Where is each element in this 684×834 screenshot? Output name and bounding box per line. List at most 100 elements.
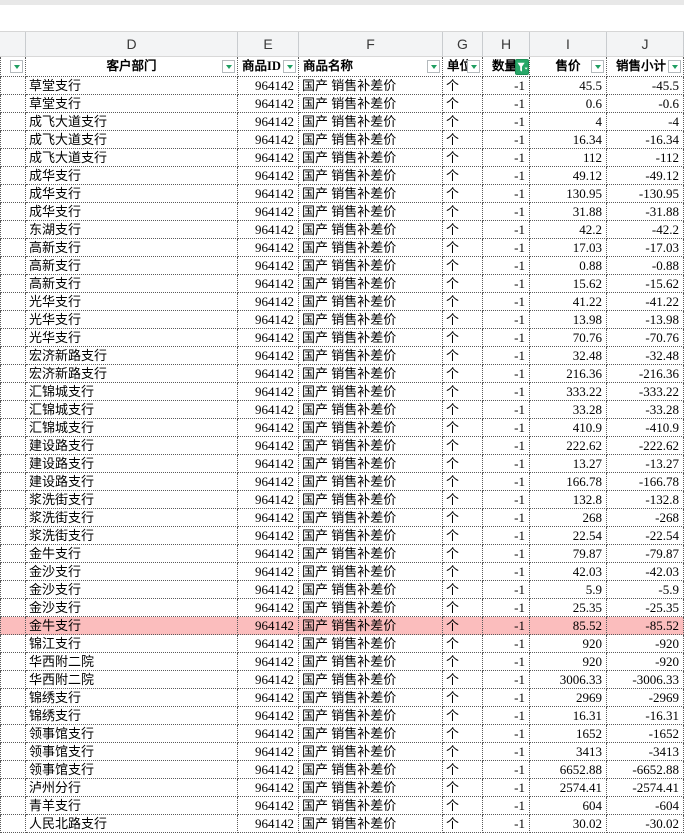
cell-prev[interactable]: [0, 167, 26, 185]
cell-dept[interactable]: 汇锦城支行: [26, 401, 238, 419]
cell-prev[interactable]: [0, 527, 26, 545]
header-cell-unit[interactable]: 单位: [443, 57, 483, 77]
cell-quantity[interactable]: -1: [483, 311, 530, 329]
cell-price[interactable]: 13.27: [530, 455, 607, 473]
cell-product_name[interactable]: 国产 销售补差价: [299, 203, 443, 221]
cell-subtotal[interactable]: -132.8: [607, 491, 684, 509]
cell-product_id[interactable]: 964142: [238, 419, 299, 437]
cell-quantity[interactable]: -1: [483, 77, 530, 95]
cell-dept[interactable]: 成飞大道支行: [26, 113, 238, 131]
cell-dept[interactable]: 建设路支行: [26, 473, 238, 491]
cell-product_id[interactable]: 964142: [238, 203, 299, 221]
cell-subtotal[interactable]: -166.78: [607, 473, 684, 491]
cell-dept[interactable]: 锦绣支行: [26, 689, 238, 707]
cell-subtotal[interactable]: -16.31: [607, 707, 684, 725]
cell-subtotal[interactable]: -333.22: [607, 383, 684, 401]
cell-quantity[interactable]: -1: [483, 617, 530, 635]
cell-dept[interactable]: 华西附二院: [26, 653, 238, 671]
cell-product_id[interactable]: 964142: [238, 761, 299, 779]
cell-product_id[interactable]: 964142: [238, 797, 299, 815]
cell-prev[interactable]: [0, 311, 26, 329]
cell-price[interactable]: 0.6: [530, 95, 607, 113]
cell-subtotal[interactable]: -33.28: [607, 401, 684, 419]
cell-subtotal[interactable]: -410.9: [607, 419, 684, 437]
cell-product_name[interactable]: 国产 销售补差价: [299, 95, 443, 113]
cell-product_id[interactable]: 964142: [238, 635, 299, 653]
cell-quantity[interactable]: -1: [483, 347, 530, 365]
cell-product_id[interactable]: 964142: [238, 149, 299, 167]
cell-unit[interactable]: 个: [443, 527, 483, 545]
cell-product_id[interactable]: 964142: [238, 113, 299, 131]
cell-price[interactable]: 30.02: [530, 815, 607, 833]
cell-dept[interactable]: 高新支行: [26, 275, 238, 293]
cell-quantity[interactable]: -1: [483, 203, 530, 221]
cell-product_name[interactable]: 国产 销售补差价: [299, 761, 443, 779]
cell-product_id[interactable]: 964142: [238, 401, 299, 419]
cell-product_name[interactable]: 国产 销售补差价: [299, 257, 443, 275]
cell-unit[interactable]: 个: [443, 671, 483, 689]
cell-subtotal[interactable]: -41.22: [607, 293, 684, 311]
cell-product_name[interactable]: 国产 销售补差价: [299, 581, 443, 599]
cell-product_id[interactable]: 964142: [238, 509, 299, 527]
cell-unit[interactable]: 个: [443, 617, 483, 635]
cell-dept[interactable]: 青羊支行: [26, 797, 238, 815]
cell-price[interactable]: 41.22: [530, 293, 607, 311]
cell-product_name[interactable]: 国产 销售补差价: [299, 383, 443, 401]
cell-unit[interactable]: 个: [443, 437, 483, 455]
cell-quantity[interactable]: -1: [483, 437, 530, 455]
cell-quantity[interactable]: -1: [483, 743, 530, 761]
cell-product_name[interactable]: 国产 销售补差价: [299, 617, 443, 635]
cell-prev[interactable]: [0, 365, 26, 383]
cell-dept[interactable]: 宏济新路支行: [26, 347, 238, 365]
cell-prev[interactable]: [0, 203, 26, 221]
cell-product_id[interactable]: 964142: [238, 581, 299, 599]
cell-price[interactable]: 268: [530, 509, 607, 527]
cell-price[interactable]: 42.03: [530, 563, 607, 581]
cell-price[interactable]: 2574.41: [530, 779, 607, 797]
cell-dept[interactable]: 成华支行: [26, 167, 238, 185]
cell-price[interactable]: 31.88: [530, 203, 607, 221]
cell-prev[interactable]: [0, 257, 26, 275]
header-cell-product_id[interactable]: 商品ID: [238, 57, 299, 77]
cell-price[interactable]: 1652: [530, 725, 607, 743]
column-letter-E[interactable]: E: [238, 32, 299, 56]
cell-subtotal[interactable]: -920: [607, 635, 684, 653]
cell-unit[interactable]: 个: [443, 455, 483, 473]
cell-product_id[interactable]: 964142: [238, 275, 299, 293]
cell-price[interactable]: 49.12: [530, 167, 607, 185]
cell-prev[interactable]: [0, 455, 26, 473]
cell-prev[interactable]: [0, 95, 26, 113]
cell-dept[interactable]: 宏济新路支行: [26, 365, 238, 383]
cell-dept[interactable]: 领事馆支行: [26, 743, 238, 761]
cell-dept[interactable]: 高新支行: [26, 239, 238, 257]
cell-quantity[interactable]: -1: [483, 779, 530, 797]
cell-quantity[interactable]: -1: [483, 257, 530, 275]
cell-dept[interactable]: 光华支行: [26, 293, 238, 311]
cell-product_name[interactable]: 国产 销售补差价: [299, 689, 443, 707]
cell-quantity[interactable]: -1: [483, 95, 530, 113]
cell-prev[interactable]: [0, 419, 26, 437]
cell-product_name[interactable]: 国产 销售补差价: [299, 491, 443, 509]
cell-subtotal[interactable]: -604: [607, 797, 684, 815]
cell-product_name[interactable]: 国产 销售补差价: [299, 779, 443, 797]
cell-prev[interactable]: [0, 635, 26, 653]
cell-product_name[interactable]: 国产 销售补差价: [299, 419, 443, 437]
cell-prev[interactable]: [0, 329, 26, 347]
cell-subtotal[interactable]: -85.52: [607, 617, 684, 635]
cell-product_id[interactable]: 964142: [238, 383, 299, 401]
cell-subtotal[interactable]: -45.5: [607, 77, 684, 95]
cell-prev[interactable]: [0, 509, 26, 527]
cell-subtotal[interactable]: -22.54: [607, 527, 684, 545]
cell-subtotal[interactable]: -42.03: [607, 563, 684, 581]
cell-product_name[interactable]: 国产 销售补差价: [299, 347, 443, 365]
column-letter-G[interactable]: G: [443, 32, 483, 56]
cell-unit[interactable]: 个: [443, 653, 483, 671]
cell-prev[interactable]: [0, 563, 26, 581]
cell-dept[interactable]: 东湖支行: [26, 221, 238, 239]
cell-dept[interactable]: 泸州分行: [26, 779, 238, 797]
cell-subtotal[interactable]: -268: [607, 509, 684, 527]
cell-prev[interactable]: [0, 761, 26, 779]
header-cell-price[interactable]: 售价: [530, 57, 607, 77]
cell-product_name[interactable]: 国产 销售补差价: [299, 113, 443, 131]
cell-unit[interactable]: 个: [443, 257, 483, 275]
